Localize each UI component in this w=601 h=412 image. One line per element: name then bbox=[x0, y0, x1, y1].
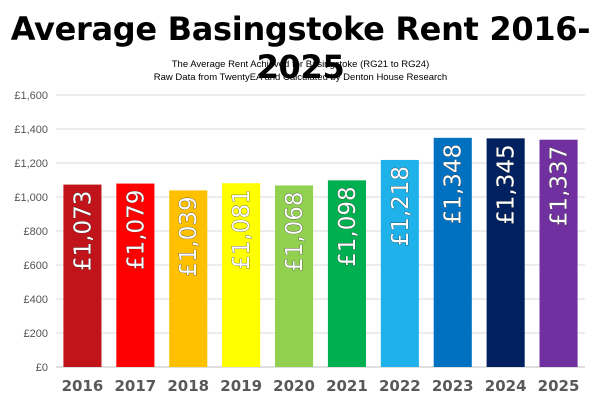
x-tick-label: 2018 bbox=[167, 377, 209, 395]
data-label: £1,079 bbox=[123, 190, 149, 270]
bar bbox=[433, 137, 472, 367]
y-tick-label: £1,600 bbox=[14, 90, 48, 102]
data-label: £1,345 bbox=[494, 144, 520, 224]
x-tick-label: 2017 bbox=[114, 377, 156, 395]
x-tick-label: 2024 bbox=[485, 377, 527, 395]
bar bbox=[275, 185, 314, 367]
bar bbox=[539, 139, 578, 367]
data-label: £1,337 bbox=[547, 146, 573, 226]
chart-source-note: Raw Data from TwentyEA and Calculated by… bbox=[153, 72, 448, 83]
bar bbox=[222, 183, 261, 367]
x-tick-label: 2020 bbox=[273, 377, 315, 395]
y-tick-label: £400 bbox=[24, 294, 48, 306]
y-tick-label: £600 bbox=[24, 260, 48, 272]
chart-title: Average Basingstoke Rent 2016-2025 bbox=[10, 10, 591, 86]
x-tick-label: 2025 bbox=[538, 377, 580, 395]
x-tick-label: 2021 bbox=[326, 377, 368, 395]
x-tick-label: 2019 bbox=[220, 377, 262, 395]
bar bbox=[116, 183, 155, 367]
data-label: £1,098 bbox=[335, 186, 361, 266]
bar bbox=[486, 138, 525, 367]
y-tick-label: £1,200 bbox=[14, 158, 48, 170]
bar bbox=[63, 184, 102, 367]
data-label: £1,073 bbox=[70, 191, 96, 271]
y-tick-label: £200 bbox=[24, 328, 48, 340]
x-tick-label: 2022 bbox=[379, 377, 421, 395]
data-label: £1,348 bbox=[441, 144, 467, 224]
data-label: £1,218 bbox=[388, 166, 414, 246]
y-tick-label: £0 bbox=[36, 362, 48, 374]
bar bbox=[327, 180, 366, 367]
y-tick-label: £1,000 bbox=[14, 192, 48, 204]
bar bbox=[380, 159, 419, 367]
x-tick-label: 2016 bbox=[62, 377, 104, 395]
x-tick-label: 2023 bbox=[432, 377, 474, 395]
chart-subtitle: The Average Rent Achieved for Basingstok… bbox=[171, 59, 430, 70]
data-label: £1,068 bbox=[282, 191, 308, 271]
y-tick-label: £1,400 bbox=[14, 124, 48, 136]
bar bbox=[169, 190, 208, 367]
data-label: £1,039 bbox=[176, 196, 202, 276]
y-tick-label: £800 bbox=[24, 226, 48, 238]
data-label: £1,081 bbox=[229, 189, 255, 269]
